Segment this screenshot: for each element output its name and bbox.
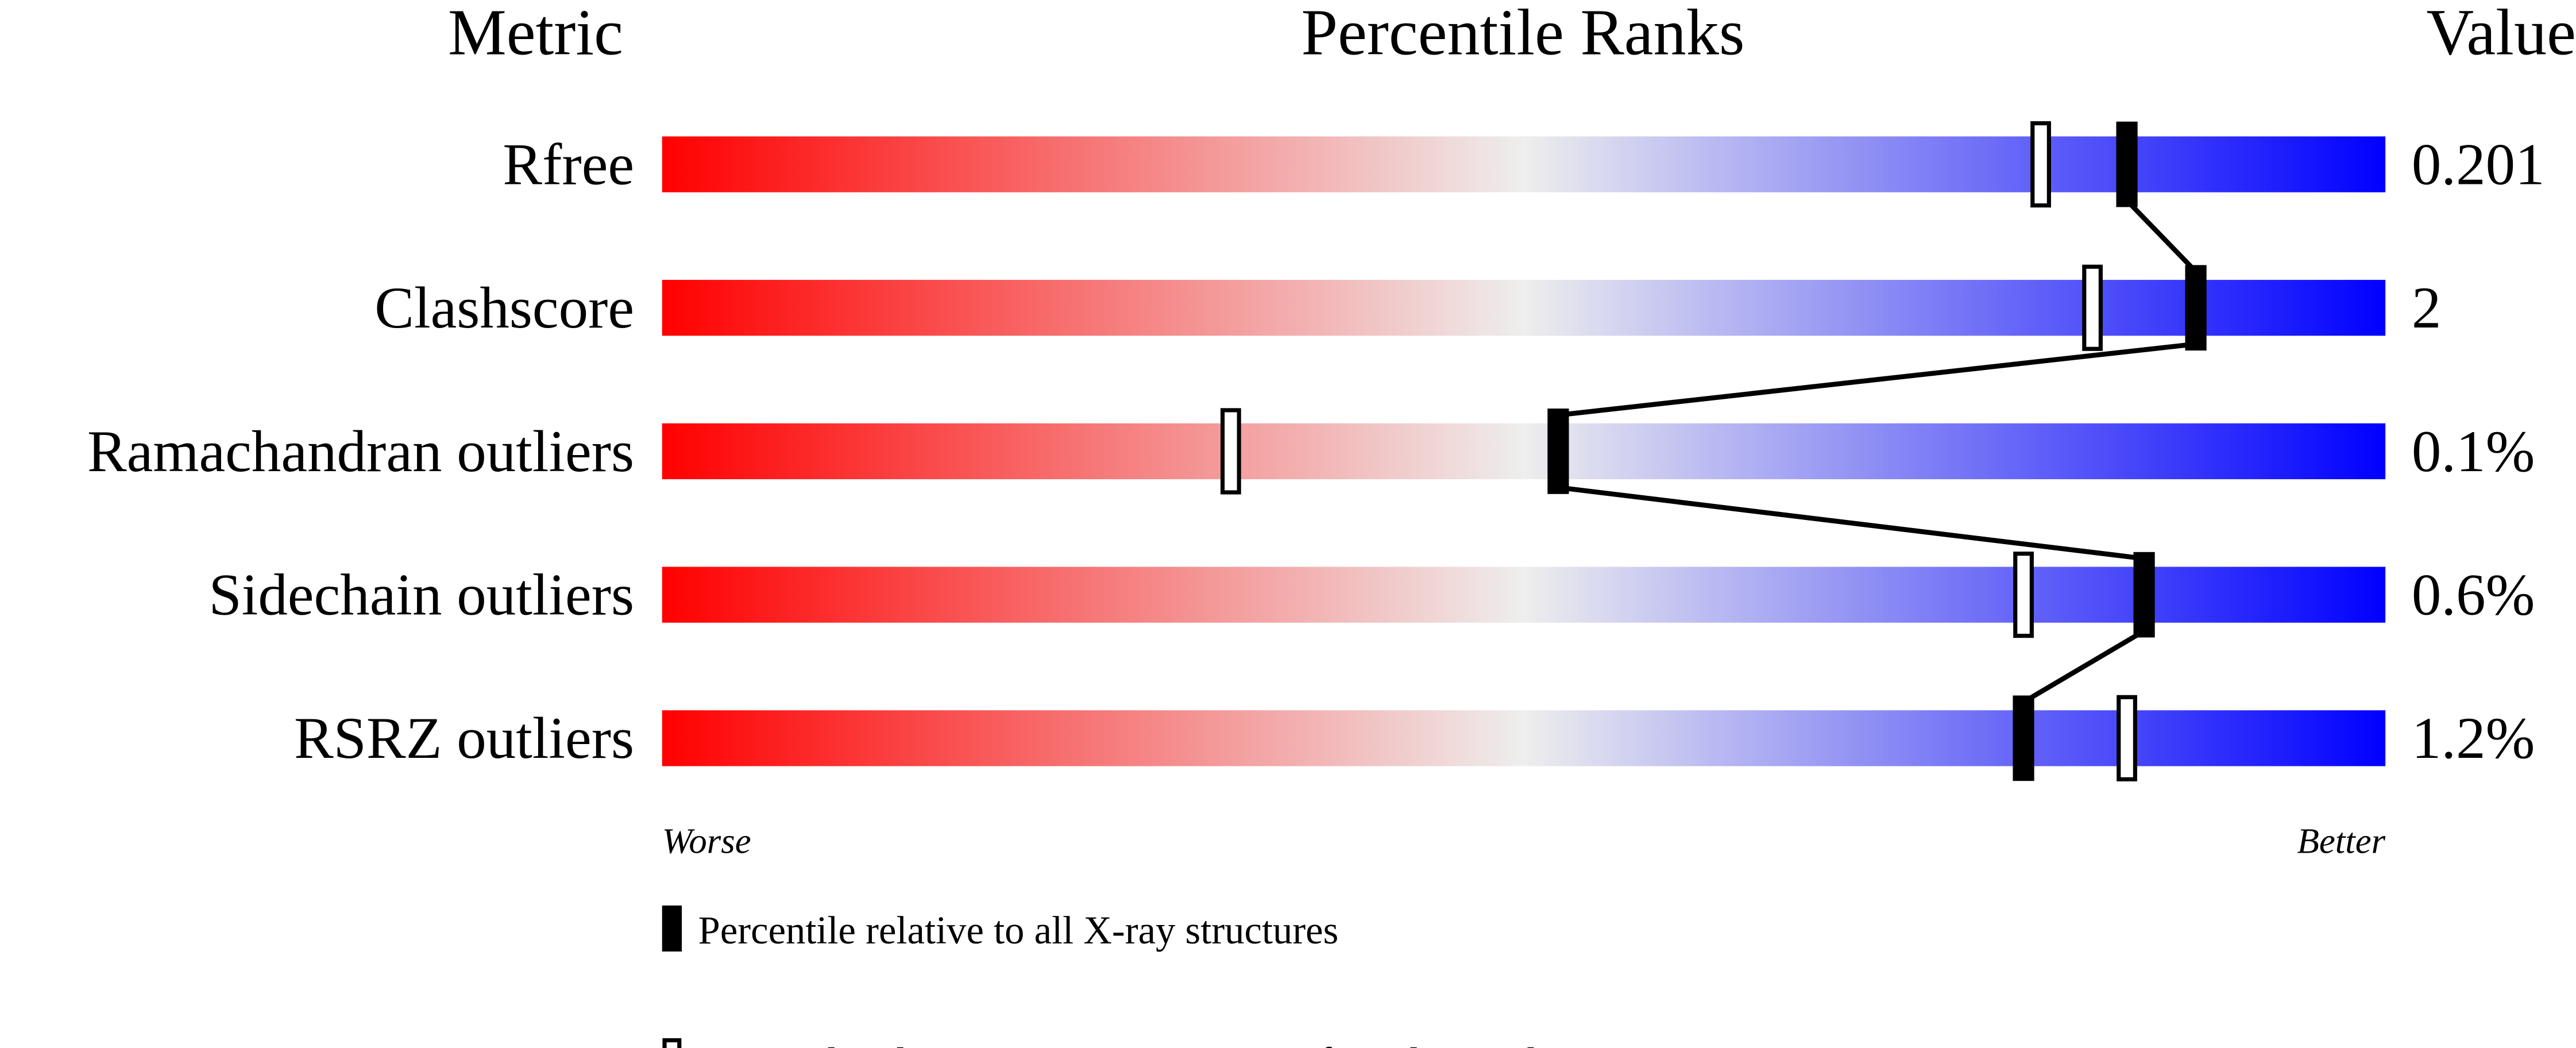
metric-value: 0.201 (2412, 132, 2545, 197)
header-metric: Metric (448, 0, 623, 68)
header-value: Value (2426, 0, 2576, 68)
all-structures-marker (2133, 552, 2155, 638)
percentile-bar (662, 567, 2386, 623)
all-structures-marker (2185, 265, 2207, 351)
better-label: Better (2297, 820, 2385, 861)
legend-open-marker (662, 1038, 682, 1048)
all-structures-marker (2116, 121, 2138, 207)
percentile-bar (662, 423, 2386, 480)
percentile-bar (662, 136, 2386, 192)
legend-filled-marker (662, 906, 682, 952)
legend-filled-label: Percentile relative to all X-ray structu… (698, 908, 1339, 952)
connector-line (2022, 629, 2146, 704)
metric-label: Clashscore (374, 275, 634, 341)
metric-value: 0.1% (2412, 419, 2535, 484)
metric-label: Sidechain outliers (208, 562, 634, 627)
metric-value: 2 (2412, 275, 2441, 341)
metric-label: RSRZ outliers (294, 706, 634, 771)
similar-resolution-marker (2013, 552, 2034, 638)
worse-label: Worse (662, 820, 751, 861)
connector-line (2125, 198, 2198, 273)
connector-line (1558, 485, 2145, 561)
metric-label: Rfree (503, 132, 634, 197)
all-structures-marker (2013, 695, 2034, 781)
legend-open-label: Percentile relative to X-ray structures … (698, 1040, 1619, 1048)
all-structures-marker (1547, 409, 1569, 494)
connector-line (1558, 341, 2196, 418)
similar-resolution-marker (2117, 695, 2137, 781)
metric-value: 1.2% (2412, 706, 2535, 771)
similar-resolution-marker (2030, 121, 2051, 208)
percentile-bar (662, 710, 2386, 766)
metric-label: Ramachandran outliers (87, 419, 634, 484)
similar-resolution-marker (1220, 408, 1241, 495)
percentile-bar (662, 280, 2386, 336)
metric-value: 0.6% (2412, 562, 2535, 627)
similar-resolution-marker (2082, 264, 2103, 351)
header-percentile-ranks: Percentile Ranks (1301, 0, 1745, 68)
